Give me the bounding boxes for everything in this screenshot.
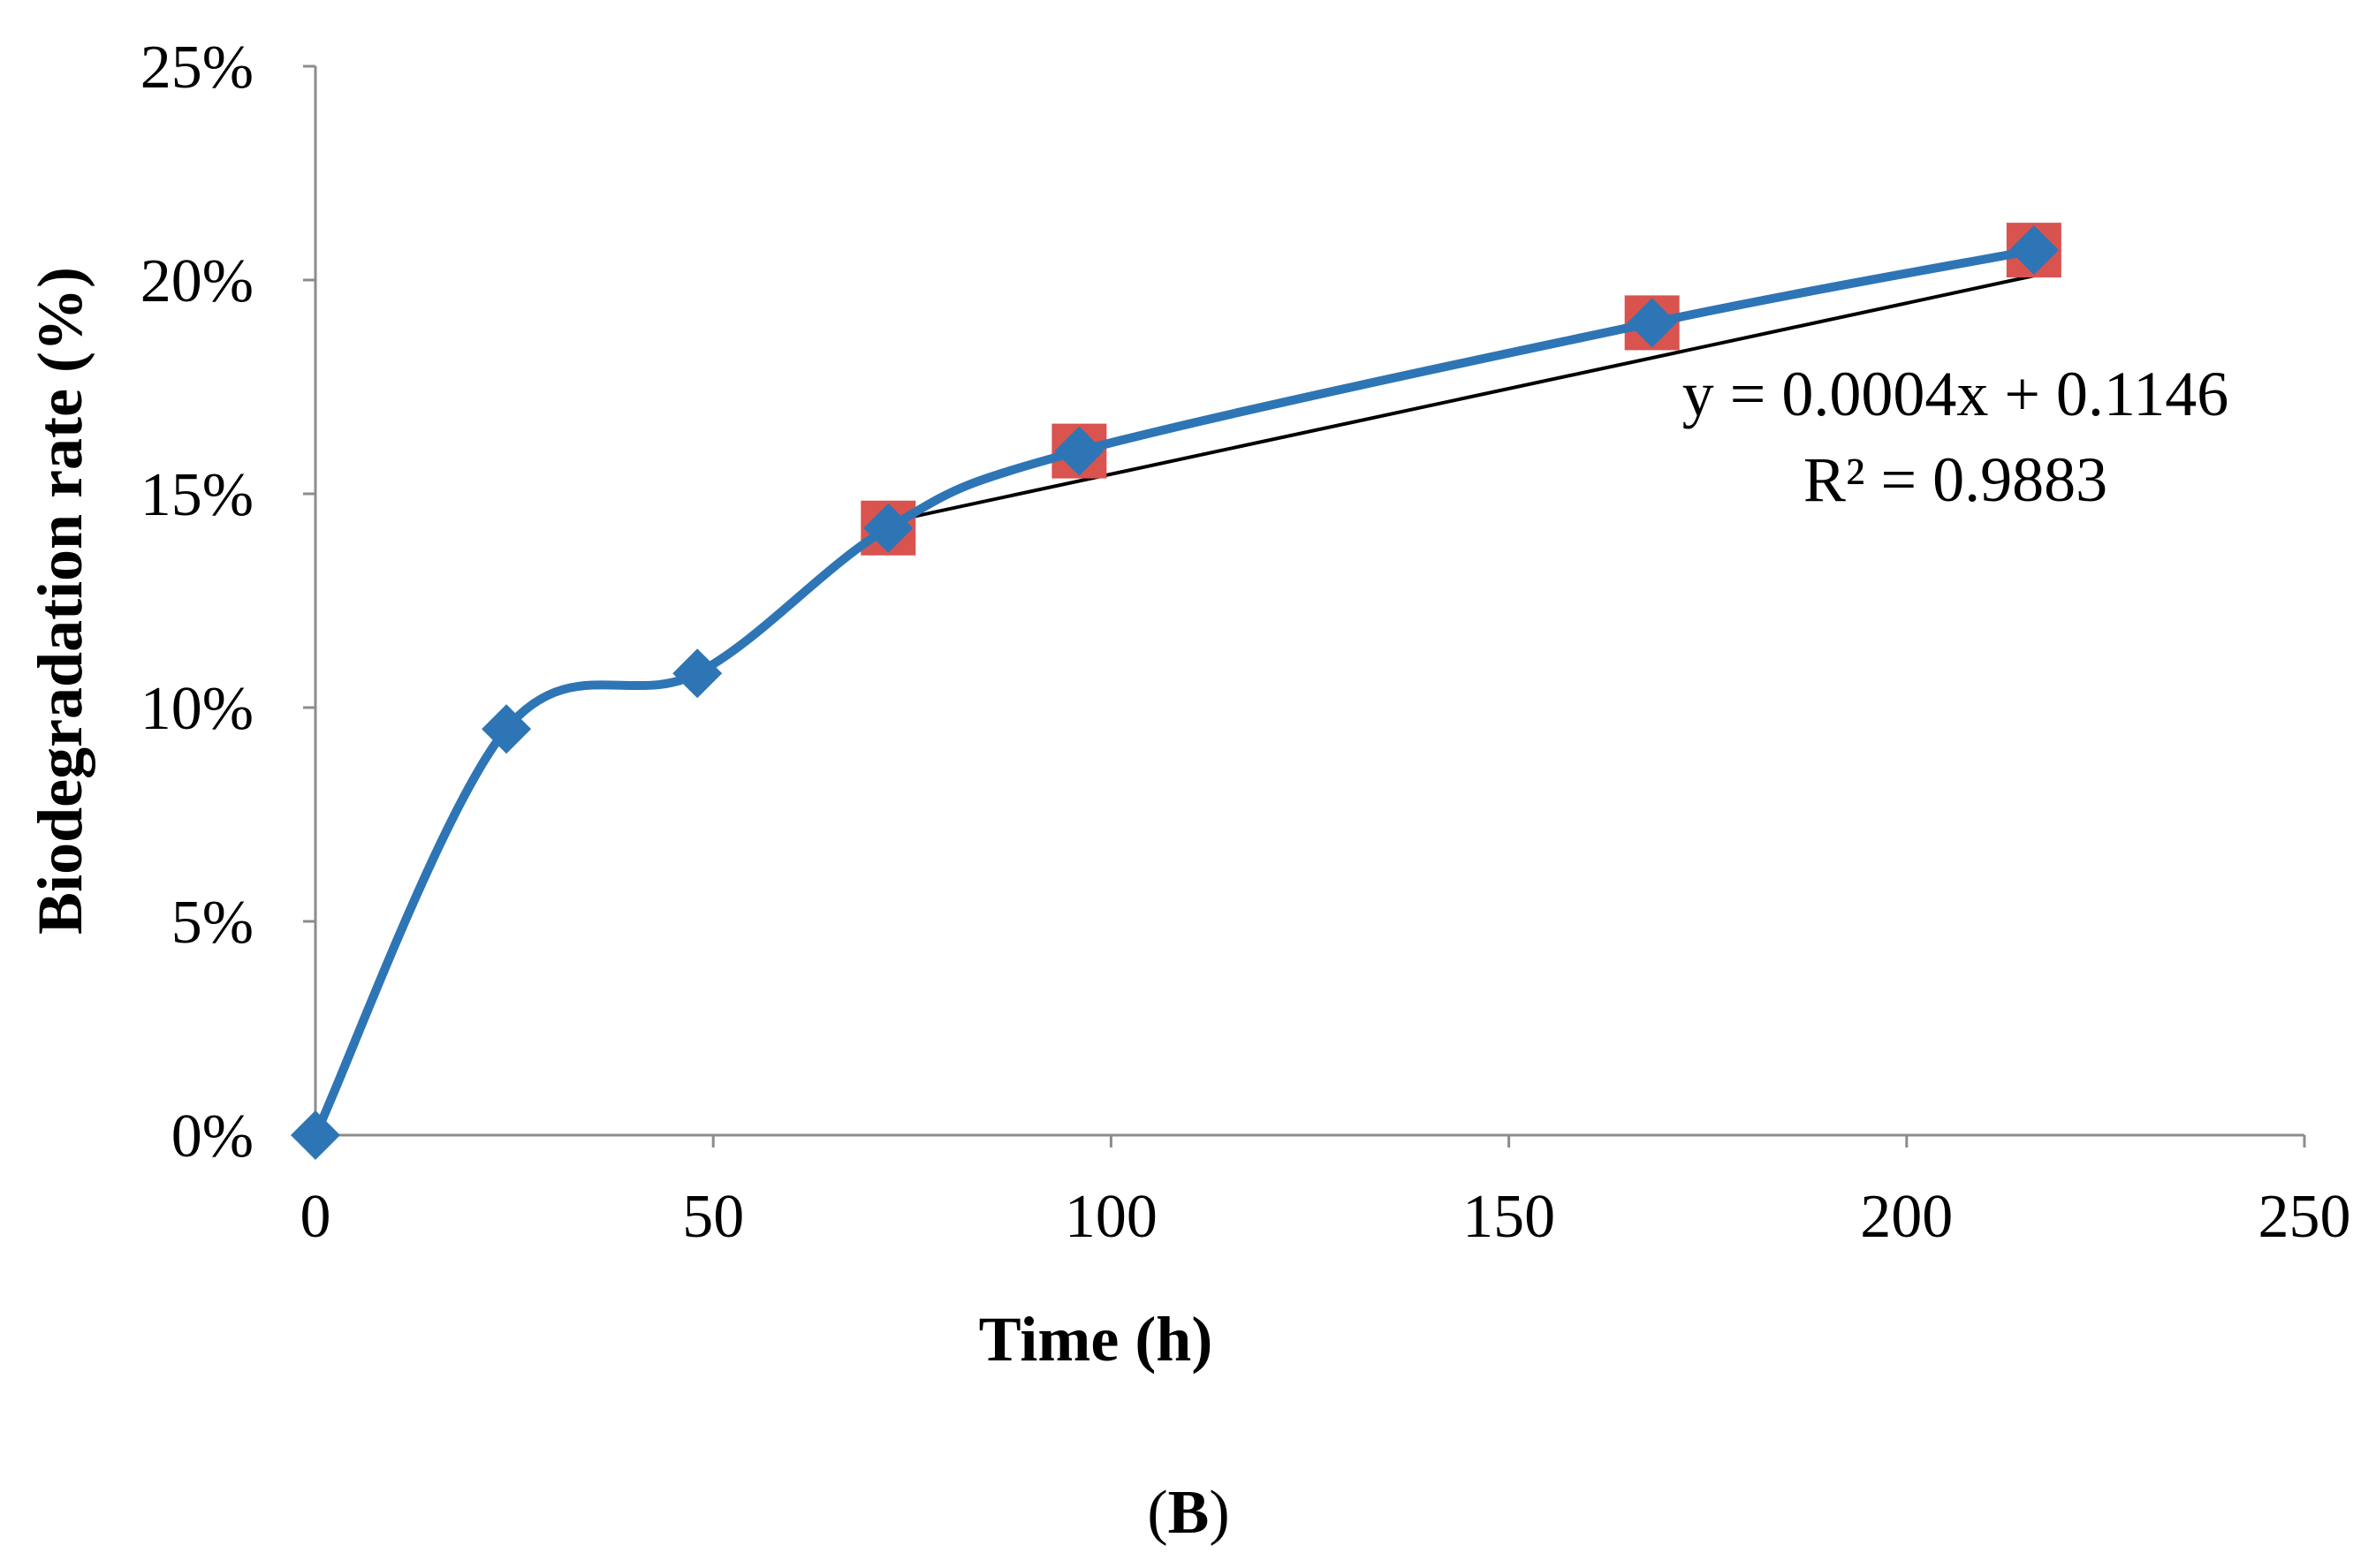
diamond-marker [1054, 426, 1104, 476]
x-tick-label: 100 [1065, 1183, 1158, 1251]
y-tick-label: 10% [140, 675, 254, 743]
y-tick-label: 5% [171, 889, 254, 957]
x-axis-title: Time (h) [979, 1304, 1213, 1375]
diamond-marker [863, 503, 914, 553]
panel-label: (B) [1147, 1479, 1229, 1547]
linear-trendline [887, 274, 2035, 524]
diamond-marker [482, 704, 532, 754]
trendline-layer [887, 274, 2035, 524]
diamond-marker [291, 1110, 340, 1160]
diamond-marker [1627, 298, 1677, 348]
y-tick-label: 0% [171, 1102, 254, 1170]
trendline-equation: y = 0.0004x + 0.1146 [1682, 359, 2229, 429]
x-ticks: 0 50 100 150 200 250 [300, 1135, 2351, 1251]
diamond-marker [672, 648, 723, 699]
y-tick-label: 20% [140, 247, 254, 315]
x-tick-label: 150 [1462, 1183, 1555, 1251]
y-tick-label: 15% [140, 461, 254, 529]
diamond-marker-layer [291, 225, 2059, 1160]
y-ticks: 0% 5% 10% 15% 20% 25% [140, 34, 315, 1170]
r-squared-label: R² = 0.9883 [1803, 444, 2107, 515]
x-tick-label: 200 [1860, 1183, 1953, 1251]
x-tick-label: 250 [2258, 1183, 2351, 1251]
x-tick-label: 0 [300, 1183, 331, 1251]
diamond-marker [2008, 225, 2059, 276]
panel-label-close: ) [1209, 1479, 1229, 1547]
panel-label-open: ( [1147, 1479, 1167, 1547]
panel-label-letter: B [1168, 1479, 1210, 1547]
y-tick-label: 25% [140, 34, 254, 102]
x-tick-label: 50 [682, 1183, 744, 1251]
y-axis-title: Biodegradation rate (%) [25, 267, 95, 935]
axes [314, 66, 2304, 1137]
